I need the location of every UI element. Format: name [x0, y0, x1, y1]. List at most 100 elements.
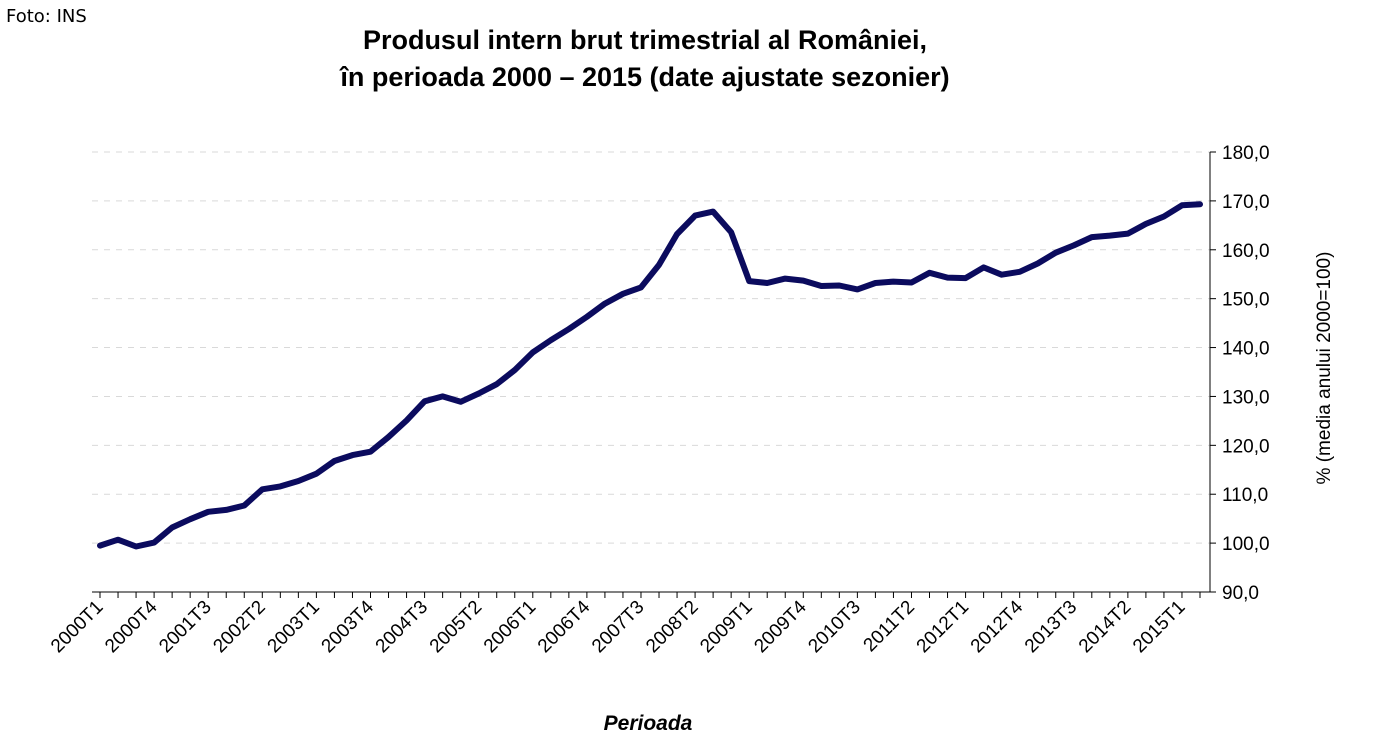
- data-point: [890, 279, 896, 285]
- data-point: [1053, 250, 1059, 256]
- y-tick-label: 100,0: [1222, 534, 1270, 555]
- x-tick-label: 2007T3: [588, 597, 648, 657]
- data-point: [620, 291, 626, 297]
- x-tick-label: 2008T2: [642, 597, 702, 657]
- x-tick-label: 2003T1: [264, 597, 324, 657]
- data-point: [476, 391, 482, 397]
- data-point: [584, 314, 590, 320]
- data-point: [350, 452, 356, 458]
- data-point: [1197, 201, 1203, 207]
- x-tick-label: 2010T3: [804, 597, 864, 657]
- y-tick-label: 90,0: [1222, 583, 1259, 604]
- x-axis: [92, 591, 1210, 598]
- x-tick-label: 2009T1: [696, 597, 756, 657]
- data-point: [368, 449, 374, 455]
- x-tick-labels: 2000T12000T42001T32002T22003T12003T42004…: [47, 596, 1189, 657]
- data-point: [494, 381, 500, 387]
- data-point: [909, 280, 915, 286]
- x-axis-label: Perioada: [604, 712, 693, 735]
- y-axis-label: % (media anului 2000=100): [1314, 252, 1335, 485]
- data-point: [169, 525, 175, 531]
- series-layer: [97, 201, 1203, 550]
- chart-title: Produsul intern brut trimestrial al Româ…: [0, 22, 1290, 96]
- x-tick-label: 2009T4: [750, 596, 811, 657]
- x-tick-label: 2001T3: [155, 597, 215, 657]
- x-tick-label: 2006T4: [534, 596, 595, 657]
- x-tick-label: 2011T2: [860, 597, 919, 656]
- grid-lines: [92, 151, 1210, 544]
- x-tick-label: 2002T2: [209, 597, 269, 657]
- data-point: [331, 458, 337, 464]
- data-point: [710, 209, 716, 215]
- data-point: [800, 278, 806, 284]
- data-point: [277, 483, 283, 489]
- data-point: [981, 264, 987, 270]
- data-point: [566, 326, 572, 332]
- data-point: [728, 229, 734, 235]
- data-point: [313, 471, 319, 477]
- data-point: [1107, 233, 1113, 239]
- x-tick-label: 2003T4: [318, 596, 379, 657]
- data-point: [854, 286, 860, 292]
- y-tick-label: 180,0: [1222, 143, 1270, 164]
- data-point: [836, 283, 842, 289]
- data-point: [458, 399, 464, 405]
- data-point: [1161, 214, 1167, 220]
- data-point: [1143, 221, 1149, 227]
- data-point: [963, 275, 969, 281]
- data-point: [746, 278, 752, 284]
- data-point: [1035, 261, 1041, 267]
- data-point: [638, 284, 644, 290]
- x-tick-label: 2014T2: [1075, 597, 1135, 657]
- chart-title-line-1: Produsul intern brut trimestrial al Româ…: [362, 25, 928, 55]
- data-point: [530, 349, 536, 355]
- data-point: [97, 543, 103, 549]
- x-tick-label: 2000T1: [47, 597, 107, 657]
- data-point: [151, 540, 157, 546]
- data-point: [927, 270, 933, 276]
- data-point: [440, 393, 446, 399]
- data-point: [512, 367, 518, 373]
- y-tick-label: 160,0: [1222, 241, 1270, 262]
- x-tick-label: 2012T4: [967, 596, 1028, 657]
- x-tick-label: 2012T1: [913, 597, 973, 657]
- data-point: [999, 272, 1005, 278]
- y-tick-label: 110,0: [1222, 485, 1268, 506]
- chart-title-line-2: în perioada 2000 – 2015 (date ajustate s…: [340, 62, 950, 92]
- y-tick-label: 140,0: [1222, 339, 1270, 360]
- data-point: [1017, 269, 1023, 275]
- data-point: [404, 417, 410, 423]
- x-tick-label: 2000T4: [101, 596, 162, 657]
- data-point: [1125, 231, 1131, 237]
- data-point: [133, 544, 139, 550]
- data-point: [223, 507, 229, 513]
- data-point: [872, 280, 878, 286]
- x-tick-label: 2005T2: [426, 597, 486, 657]
- y-axis: [1209, 151, 1216, 593]
- data-point: [764, 280, 770, 286]
- x-tick-label: 2013T3: [1021, 597, 1081, 657]
- data-point: [548, 337, 554, 343]
- data-point: [818, 283, 824, 289]
- data-point: [602, 301, 608, 307]
- y-tick-label: 130,0: [1222, 387, 1270, 408]
- data-point: [205, 509, 211, 515]
- data-point: [782, 276, 788, 282]
- photo-credit: Foto: INS: [6, 6, 87, 27]
- data-point: [295, 478, 301, 484]
- data-point: [241, 503, 247, 509]
- data-point: [115, 537, 121, 543]
- data-point: [674, 231, 680, 237]
- data-point: [1089, 234, 1095, 240]
- data-point: [692, 213, 698, 219]
- data-point: [259, 486, 265, 492]
- y-tick-label: 120,0: [1222, 436, 1270, 457]
- data-point: [1071, 242, 1077, 248]
- data-point: [1179, 202, 1185, 208]
- data-point: [656, 262, 662, 268]
- data-point: [187, 516, 193, 522]
- data-point: [386, 434, 392, 440]
- data-point: [945, 275, 951, 281]
- y-tick-label: 170,0: [1222, 192, 1270, 213]
